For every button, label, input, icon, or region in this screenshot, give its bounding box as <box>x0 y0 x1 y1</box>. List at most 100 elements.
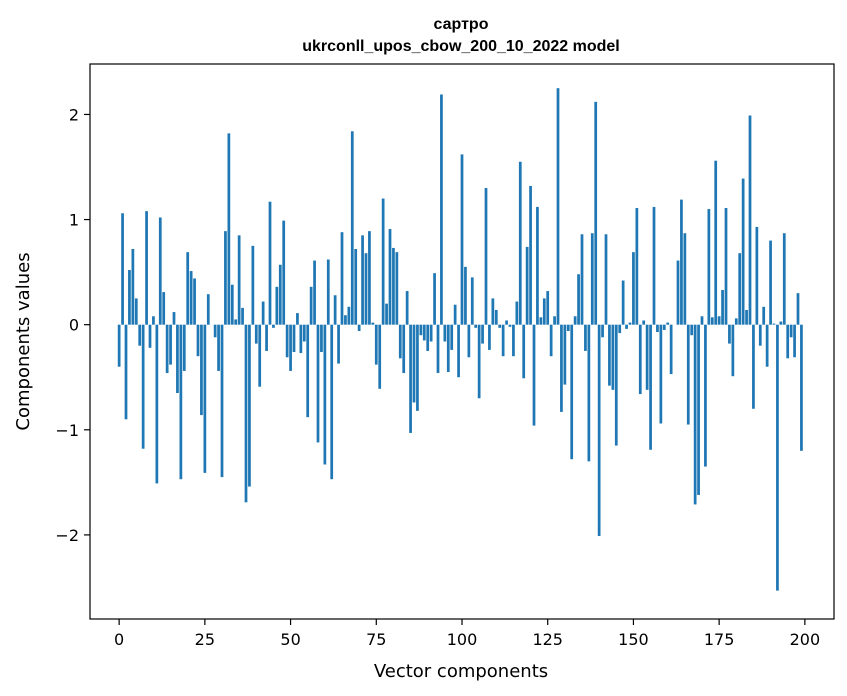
bar-86 <box>412 324 416 403</box>
bar-193 <box>779 321 783 325</box>
bar-16 <box>172 312 176 325</box>
bar-131 <box>566 324 570 331</box>
bar-166 <box>686 324 690 425</box>
bar-114 <box>508 324 512 327</box>
x-axis-label: Vector components <box>374 661 548 682</box>
bar-20 <box>186 252 190 325</box>
bar-85 <box>409 324 412 433</box>
bar-129 <box>560 324 563 412</box>
bar-160 <box>666 322 670 325</box>
bar-124 <box>542 298 546 325</box>
bar-57 <box>313 260 316 325</box>
bar-5 <box>134 298 138 325</box>
bar-180 <box>734 318 738 325</box>
bar-78 <box>385 303 388 325</box>
bar-35 <box>237 235 241 325</box>
bar-148 <box>625 324 628 329</box>
bar-49 <box>285 324 289 358</box>
y-tick-label: −2 <box>55 526 79 545</box>
bar-102 <box>467 324 471 358</box>
bar-199 <box>800 324 803 451</box>
bar-65 <box>340 232 344 325</box>
y-tick-label: 1 <box>69 211 79 230</box>
bar-60 <box>323 324 327 465</box>
bar-89 <box>422 324 426 341</box>
x-tick-label: 25 <box>195 630 215 649</box>
bar-100 <box>460 154 464 325</box>
x-axis: 0 25 50 75 100 125 150 175 200 <box>114 619 820 649</box>
bar-123 <box>539 317 543 325</box>
bar-67 <box>347 306 351 325</box>
bar-155 <box>649 324 652 450</box>
bar-128 <box>556 88 560 325</box>
bar-75 <box>374 324 378 365</box>
bar-119 <box>525 246 529 325</box>
bar-118 <box>522 324 526 379</box>
bar-168 <box>693 324 697 505</box>
bar-185 <box>752 324 755 409</box>
x-tick-label: 75 <box>366 630 386 649</box>
bar-170 <box>700 316 704 325</box>
bar-117 <box>518 161 522 325</box>
bar-70 <box>357 324 361 331</box>
bar-2 <box>124 324 128 420</box>
bar-95 <box>443 324 447 342</box>
bar-76 <box>378 324 382 389</box>
bar-9 <box>148 324 152 348</box>
bar-101 <box>464 266 467 325</box>
bar-164 <box>680 199 683 325</box>
bar-188 <box>762 306 766 325</box>
bar-66 <box>344 315 347 325</box>
bar-139 <box>594 101 598 325</box>
bar-4 <box>131 249 135 325</box>
bar-167 <box>690 324 694 336</box>
bar-32 <box>227 133 231 325</box>
bar-172 <box>707 209 711 325</box>
bars-group <box>117 88 803 591</box>
bar-73 <box>368 231 371 325</box>
x-tick-label: 175 <box>704 630 735 649</box>
bar-51 <box>292 324 296 353</box>
bar-99 <box>457 324 460 378</box>
bar-190 <box>769 240 772 325</box>
y-tick-label: 0 <box>69 316 79 335</box>
bar-53 <box>299 324 303 354</box>
bar-84 <box>405 291 409 325</box>
y-axis-label: Components values <box>13 252 34 430</box>
bar-25 <box>203 324 207 473</box>
bar-144 <box>611 324 615 390</box>
bar-77 <box>381 198 385 325</box>
bar-108 <box>488 324 491 350</box>
bar-80 <box>392 247 395 325</box>
bar-54 <box>302 324 306 342</box>
bar-197 <box>793 324 796 358</box>
y-tick-label: −1 <box>55 421 79 440</box>
bar-103 <box>470 277 474 325</box>
bar-157 <box>656 324 659 333</box>
bar-115 <box>512 324 515 357</box>
bar-159 <box>662 324 666 330</box>
x-tick-label: 50 <box>280 630 300 649</box>
bar-44 <box>268 201 272 325</box>
bar-40 <box>254 324 258 344</box>
bar-177 <box>724 208 728 325</box>
bar-111 <box>498 324 502 328</box>
bar-165 <box>683 233 687 325</box>
bar-8 <box>145 211 148 325</box>
bar-97 <box>450 324 454 350</box>
bar-145 <box>614 324 618 446</box>
bar-198 <box>796 293 800 325</box>
bar-38 <box>248 324 251 487</box>
bar-116 <box>515 301 519 325</box>
y-tick-label: 2 <box>69 105 79 124</box>
bar-45 <box>272 324 275 328</box>
bar-126 <box>549 324 553 357</box>
bar-104 <box>474 324 478 328</box>
bar-171 <box>704 324 707 467</box>
bar-173 <box>710 317 714 325</box>
bar-112 <box>501 324 505 357</box>
bar-55 <box>306 324 310 418</box>
bar-182 <box>741 178 745 325</box>
bar-18 <box>179 324 183 480</box>
bar-26 <box>206 294 210 325</box>
